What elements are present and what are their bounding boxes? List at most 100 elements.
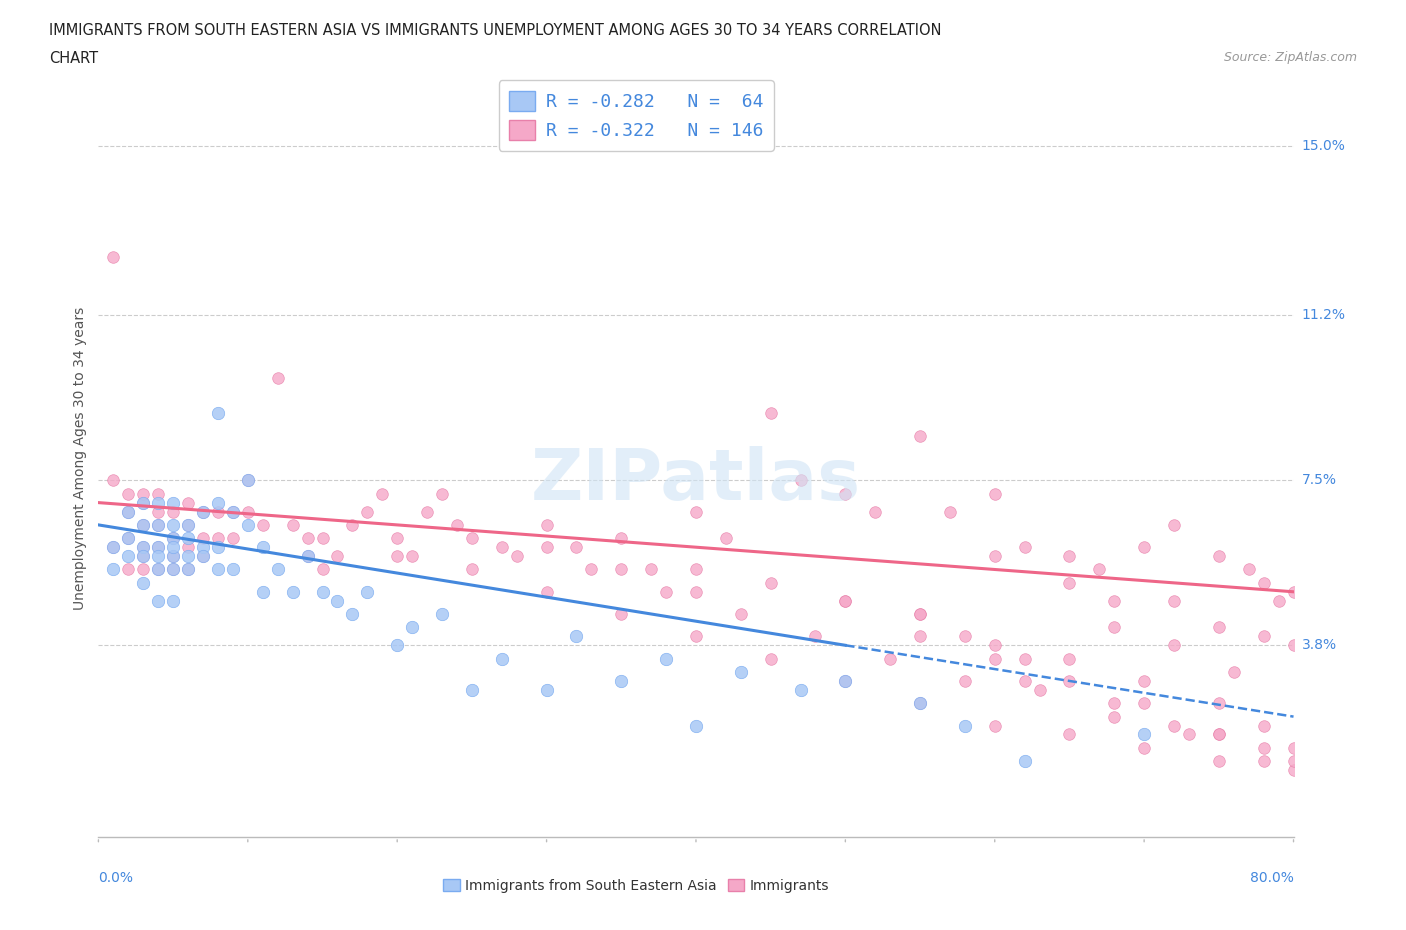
Point [536, 683, 558, 698]
Point [148, 539, 170, 554]
Point [1163, 718, 1185, 733]
Point [640, 562, 662, 577]
Point [1208, 753, 1230, 768]
Point [491, 539, 513, 554]
Point [117, 486, 139, 501]
Point [207, 504, 229, 519]
Point [148, 562, 170, 577]
Point [446, 517, 468, 532]
Point [236, 517, 259, 532]
Point [610, 562, 633, 577]
Point [908, 629, 931, 644]
Point [536, 584, 558, 599]
Point [834, 673, 856, 688]
Point [759, 406, 782, 421]
Point [311, 562, 333, 577]
Point [356, 504, 378, 519]
Point [714, 531, 737, 546]
Point [148, 486, 170, 501]
Point [1014, 539, 1036, 554]
Point [685, 504, 707, 519]
Point [252, 539, 274, 554]
Point [1223, 665, 1246, 680]
Point [610, 673, 633, 688]
Point [162, 504, 184, 519]
Point [1133, 727, 1156, 742]
Point [177, 562, 200, 577]
Point [655, 584, 678, 599]
Point [1088, 562, 1111, 577]
Point [983, 638, 1005, 653]
Point [461, 531, 484, 546]
Point [385, 531, 409, 546]
Point [953, 718, 976, 733]
Point [908, 429, 931, 444]
Point [1059, 549, 1081, 564]
Point [1104, 593, 1126, 608]
Point [117, 562, 139, 577]
Point [207, 495, 229, 510]
Point [162, 593, 184, 608]
Point [865, 504, 887, 519]
Point [311, 584, 333, 599]
Point [385, 549, 409, 564]
Point [759, 576, 782, 591]
Point [371, 486, 394, 501]
Point [207, 406, 229, 421]
Point [177, 495, 200, 510]
Point [297, 549, 319, 564]
Text: IMMIGRANTS FROM SOUTH EASTERN ASIA VS IMMIGRANTS UNEMPLOYMENT AMONG AGES 30 TO 3: IMMIGRANTS FROM SOUTH EASTERN ASIA VS IM… [49, 23, 942, 38]
Point [1282, 638, 1305, 653]
Point [326, 593, 349, 608]
Point [222, 504, 245, 519]
Point [908, 606, 931, 621]
Point [148, 549, 170, 564]
Point [1133, 539, 1156, 554]
Point [939, 504, 962, 519]
Text: CHART: CHART [49, 51, 98, 66]
Point [148, 539, 170, 554]
Point [1208, 727, 1230, 742]
Point [177, 549, 200, 564]
Point [267, 370, 290, 385]
Point [311, 531, 333, 546]
Point [401, 620, 423, 635]
Point [342, 606, 364, 621]
Point [162, 539, 184, 554]
Point [132, 549, 155, 564]
Point [191, 539, 214, 554]
Point [983, 651, 1005, 666]
Text: 80.0%: 80.0% [1250, 871, 1294, 885]
Point [983, 486, 1005, 501]
Point [148, 504, 170, 519]
Point [1282, 584, 1305, 599]
Point [834, 593, 856, 608]
Point [908, 696, 931, 711]
Point [430, 486, 453, 501]
Y-axis label: Unemployment Among Ages 30 to 34 years: Unemployment Among Ages 30 to 34 years [73, 306, 87, 610]
Point [1163, 638, 1185, 653]
Point [326, 549, 349, 564]
Point [908, 696, 931, 711]
Point [162, 495, 184, 510]
Point [1237, 562, 1260, 577]
Point [222, 562, 245, 577]
Point [236, 504, 259, 519]
Point [1253, 718, 1275, 733]
Point [103, 539, 125, 554]
Point [1104, 710, 1126, 724]
Point [834, 593, 856, 608]
Point [162, 531, 184, 546]
Point [685, 562, 707, 577]
Point [1282, 753, 1305, 768]
Point [132, 517, 155, 532]
Point [148, 593, 170, 608]
Point [1267, 593, 1289, 608]
Point [685, 629, 707, 644]
Point [132, 576, 155, 591]
Point [117, 531, 139, 546]
Text: 0.0%: 0.0% [98, 871, 134, 885]
Point [789, 683, 811, 698]
Point [132, 495, 155, 510]
Point [162, 549, 184, 564]
